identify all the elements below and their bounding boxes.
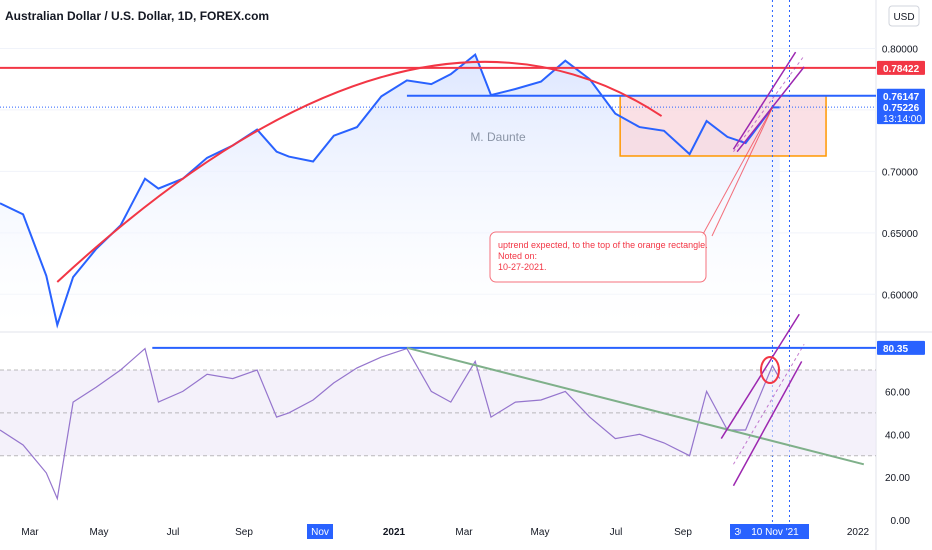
rsi-highlight-circle (760, 356, 781, 384)
price-tick-label: 0.60000 (882, 290, 919, 301)
level-resistance-label-bg (877, 60, 925, 75)
rsi-level-label-text: 80.35 (883, 344, 908, 355)
chart-title: Australian Dollar / U.S. Dollar, 1D, FOR… (5, 9, 269, 23)
x-tick-label: 2022 (847, 527, 870, 538)
x-tick-label: 30 (734, 527, 746, 538)
rsi-tick-label: 0.00 (891, 516, 911, 527)
price-tick-label: 0.80000 (882, 44, 919, 55)
x-tick-label: May (531, 527, 550, 538)
rsi-series (0, 313, 876, 501)
watermark-text: M. Daunte (470, 130, 526, 144)
rsi-line (0, 347, 781, 501)
rsi-tick-label: 20.00 (885, 473, 910, 484)
last-price-label-text: 0.75226 (883, 103, 920, 114)
callout-pointer-2 (711, 107, 773, 237)
x-tick-label: Sep (235, 527, 253, 538)
last-price-label-bg (877, 100, 925, 125)
level-range-top-label-text: 0.76147 (883, 92, 920, 103)
rsi-tick-label: 40.00 (885, 430, 910, 441)
price-tick-label: 0.65000 (882, 229, 919, 240)
pink-box-fill (620, 95, 827, 156)
rsi-channel-mid (733, 344, 805, 465)
x-tick-label: May (90, 527, 109, 538)
annotation-box[interactable] (489, 231, 707, 283)
channel-lower (736, 66, 805, 153)
rsi-trendline (406, 346, 865, 466)
x-tick-label: 10 Nov '21 (751, 527, 799, 538)
x-tick-label: Mar (455, 527, 473, 538)
currency-button-frame[interactable] (888, 5, 920, 27)
x-tick-label: Nov (311, 527, 329, 538)
rsi-tick-label: 60.00 (885, 387, 910, 398)
annotation-line-2: Noted on: (498, 251, 537, 261)
rsi-channel-upper (720, 313, 800, 439)
x-tick-label: Jul (610, 527, 623, 538)
x-tick-label: Sep (674, 527, 692, 538)
rsi-level-label-bg (877, 340, 925, 355)
rsi-channel-lower (732, 361, 803, 487)
red-arc (56, 60, 663, 283)
channel-mid (733, 55, 805, 152)
x-tick-label: Jul (167, 527, 180, 538)
currency-button[interactable]: USD (893, 12, 914, 23)
callout-pointer-1 (701, 107, 773, 237)
channel-upper (732, 51, 797, 150)
x-tick-highlight (307, 524, 333, 539)
annotation-line-3: 10-27-2021. (498, 262, 547, 272)
x-tick-label: Mar (21, 527, 39, 538)
last-price-label-subtext: 13:14:00 (883, 114, 922, 125)
level-resistance-label-text: 0.78422 (883, 64, 920, 75)
price-tick-label: 0.70000 (882, 167, 919, 178)
drawings[interactable] (0, 0, 876, 525)
x-tick-label: 2021 (383, 527, 406, 538)
x-tick-highlight (741, 524, 809, 539)
annotation-line-1: uptrend expected, to the top of the oran… (498, 240, 708, 250)
orange-rectangle[interactable] (619, 95, 827, 157)
level-range-top-label-bg (877, 88, 925, 103)
